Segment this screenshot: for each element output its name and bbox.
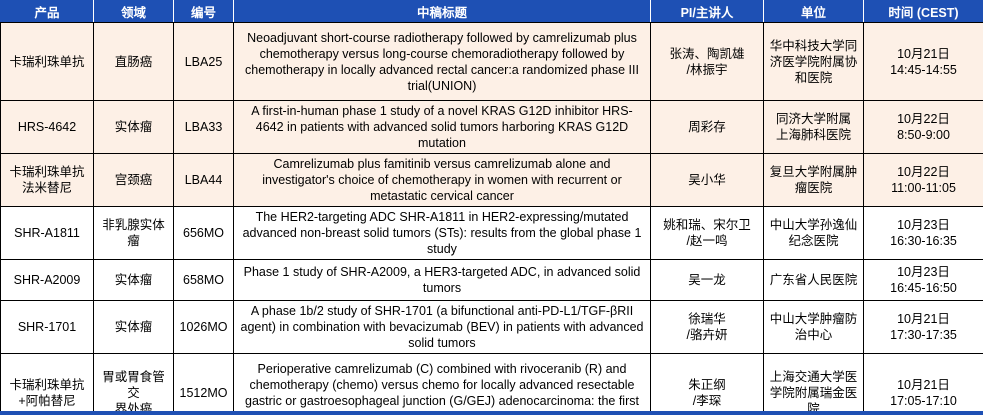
cell-field: 实体瘤 [93,300,174,354]
cell-code: LBA33 [173,100,234,154]
cell-field: 非乳腺实体瘤 [93,206,174,260]
cell-institution: 广东省人民医院 [763,259,864,301]
cell-field: 直肠癌 [93,22,174,101]
cell-institution: 中山大学肿瘤防 治中心 [763,300,864,354]
cell-pi: 徐瑞华 /骆卉妍 [650,300,764,354]
cell-title: Perioperative camrelizumab (C) combined … [233,353,651,415]
cell-product: 卡瑞利珠单抗 [0,22,94,101]
cell-time: 10月21日 17:30-17:35 [863,300,983,354]
cell-institution: 华中科技大学同 济医学院附属协 和医院 [763,22,864,101]
cell-field: 宫颈癌 [93,153,174,207]
cell-field: 胃或胃食管交 界处癌 [93,353,174,415]
cell-code: LBA44 [173,153,234,207]
table-row: HRS-4642 实体瘤 LBA33 A first-in-human phas… [0,100,983,154]
cell-product: 卡瑞利珠单抗 +阿帕替尼 [0,353,94,415]
table-row: SHR-1701 实体瘤 1026MO A phase 1b/2 study o… [0,300,983,354]
cell-title: A first-in-human phase 1 study of a nove… [233,100,651,154]
cell-time: 10月23日 16:45-16:50 [863,259,983,301]
cell-product: HRS-4642 [0,100,94,154]
cell-field: 实体瘤 [93,259,174,301]
cell-pi: 吴一龙 [650,259,764,301]
cell-code: 1026MO [173,300,234,354]
column-header-time: 时间 (CEST) [863,0,983,23]
column-header-pi: PI/主讲人 [650,0,764,23]
table-header-row: 产品 领域 编号 中稿标题 PI/主讲人 单位 时间 (CEST) [0,0,983,23]
cell-code: LBA25 [173,22,234,101]
cell-pi: 张涛、陶凯雄 /林振宇 [650,22,764,101]
cell-product: 卡瑞利珠单抗 法米替尼 [0,153,94,207]
column-header-field: 领域 [93,0,174,23]
cell-code: 658MO [173,259,234,301]
column-header-institution: 单位 [763,0,864,23]
cell-title: Phase 1 study of SHR-A2009, a HER3-targe… [233,259,651,301]
cell-title: Camrelizumab plus famitinib versus camre… [233,153,651,207]
cell-time: 10月21日 17:05-17:10 [863,353,983,415]
cell-institution: 上海交通大学医 学院附属瑞金医 院 [763,353,864,415]
cell-pi: 周彩存 [650,100,764,154]
cell-title: Neoadjuvant short-course radiotherapy fo… [233,22,651,101]
cell-institution: 同济大学附属 上海肺科医院 [763,100,864,154]
column-header-code: 编号 [173,0,234,23]
cell-time: 10月23日 16:30-16:35 [863,206,983,260]
table-row: 卡瑞利珠单抗 +阿帕替尼 胃或胃食管交 界处癌 1512MO Periopera… [0,353,983,415]
table-row: SHR-A2009 实体瘤 658MO Phase 1 study of SHR… [0,259,983,301]
cell-time: 10月22日 8:50-9:00 [863,100,983,154]
cell-time: 10月22日 11:00-11:05 [863,153,983,207]
cell-title: The HER2-targeting ADC SHR-A1811 in HER2… [233,206,651,260]
cell-institution: 中山大学孙逸仙 纪念医院 [763,206,864,260]
cell-code: 656MO [173,206,234,260]
table-row: 卡瑞利珠单抗 法米替尼 宫颈癌 LBA44 Camrelizumab plus … [0,153,983,207]
table-row: SHR-A1811 非乳腺实体瘤 656MO The HER2-targetin… [0,206,983,260]
table-row: 卡瑞利珠单抗 直肠癌 LBA25 Neoadjuvant short-cours… [0,22,983,101]
cell-pi: 姚和瑞、宋尔卫 /赵一鸣 [650,206,764,260]
cell-product: SHR-1701 [0,300,94,354]
cell-pi: 朱正纲 /李琛 [650,353,764,415]
cell-product: SHR-A2009 [0,259,94,301]
cell-institution: 复旦大学附属肿 瘤医院 [763,153,864,207]
cell-pi: 吴小华 [650,153,764,207]
cell-field: 实体瘤 [93,100,174,154]
cell-time: 10月21日 14:45-14:55 [863,22,983,101]
column-header-title: 中稿标题 [233,0,651,23]
cell-product: SHR-A1811 [0,206,94,260]
bottom-accent-bar [0,411,983,415]
column-header-product: 产品 [0,0,94,23]
cell-title: A phase 1b/2 study of SHR-1701 (a bifunc… [233,300,651,354]
cell-code: 1512MO [173,353,234,415]
